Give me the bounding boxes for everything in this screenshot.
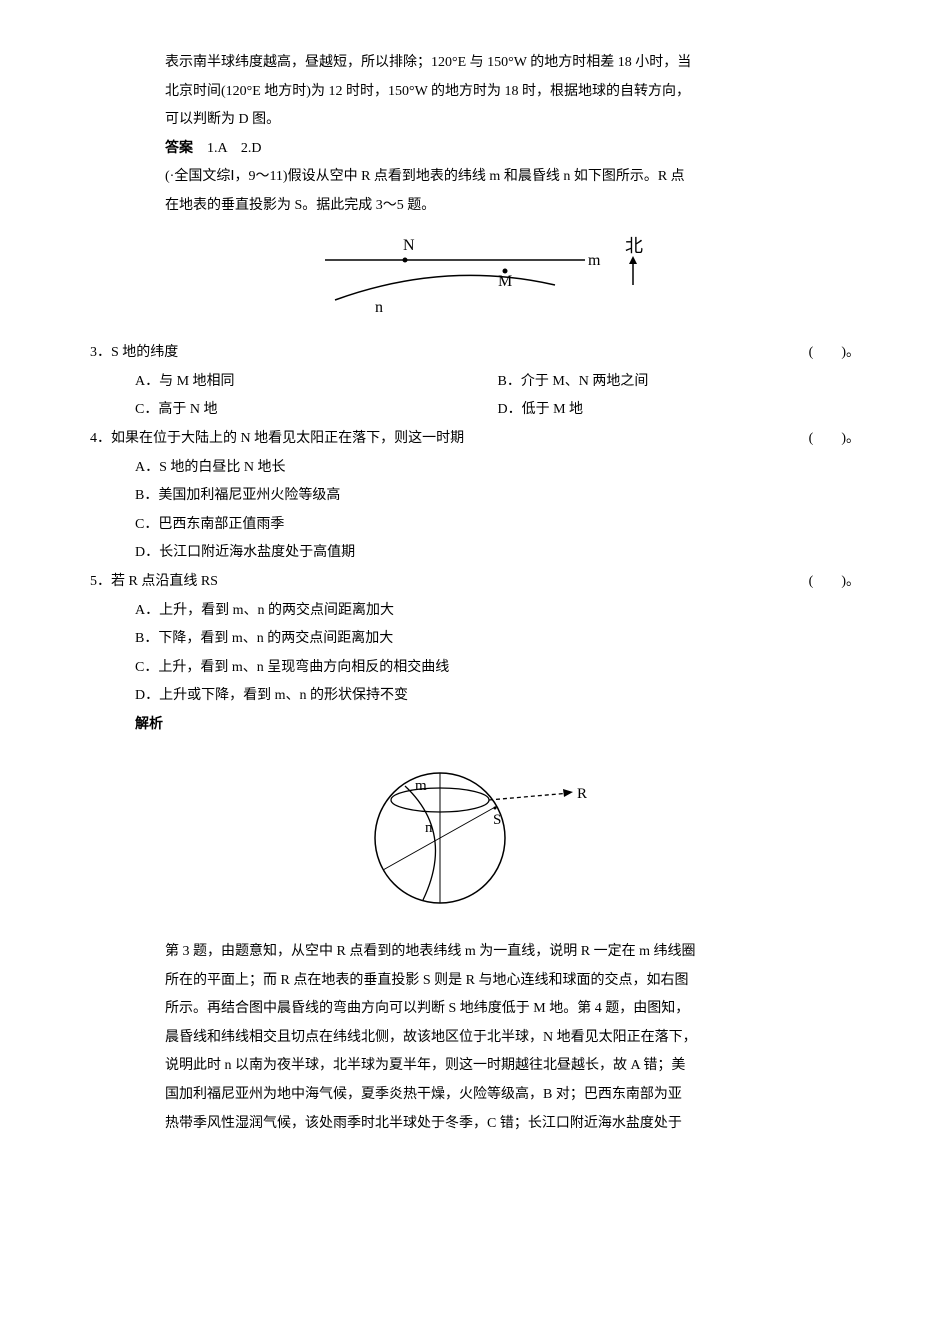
q3-row: 3．S 地的纬度 ( )。 — [90, 340, 860, 367]
intro-line3: 可以判断为 D 图。 — [90, 107, 860, 134]
passage-line1: (·全国文综Ⅰ，9～11)假设从空中 R 点看到地表的纬线 m 和晨昏线 n 如… — [90, 164, 860, 191]
svg-text:M: M — [498, 273, 512, 290]
q5-optB: B．下降，看到 m、n 的两交点间距离加大 — [90, 626, 860, 653]
q4-stem: 如果在位于大陆上的 N 地看见太阳正在落下，则这一时期 — [111, 431, 464, 446]
q5-stem: 若 R 点沿直线 RS — [111, 574, 218, 589]
q5-optD: D．上升或下降，看到 m、n 的形状保持不变 — [90, 683, 860, 710]
figure-2: m n S R — [90, 748, 860, 929]
q5-optC: C．上升，看到 m、n 呈现弯曲方向相反的相交曲线 — [90, 655, 860, 682]
svg-text:n: n — [375, 299, 383, 316]
figure1-svg: N M m n 北 — [295, 230, 655, 320]
q5-paren: ( )。 — [789, 569, 860, 596]
explain-line4: 晨昏线和纬线相交且切点在纬线北侧，故该地区位于北半球，N 地看见太阳正在落下， — [90, 1025, 860, 1052]
svg-text:S: S — [493, 812, 501, 828]
q3-opts-2: C．高于 N 地 D．低于 M 地 — [90, 397, 860, 424]
q4-paren: ( )。 — [789, 426, 860, 453]
svg-text:R: R — [577, 786, 587, 802]
q3-num: 3． — [90, 345, 111, 360]
q3-optD: D．低于 M 地 — [498, 397, 861, 424]
svg-text:m: m — [588, 252, 601, 269]
answer-text: 1.A 2.D — [193, 141, 261, 156]
svg-text:N: N — [403, 237, 415, 254]
svg-text:m: m — [415, 778, 427, 794]
q3-optA: A．与 M 地相同 — [135, 369, 498, 396]
q5-row: 5．若 R 点沿直线 RS ( )。 — [90, 569, 860, 596]
svg-text:n: n — [425, 820, 433, 836]
explain-line6: 国加利福尼亚州为地中海气候，夏季炎热干燥，火险等级高，B 对；巴西东南部为亚 — [90, 1082, 860, 1109]
q3-opts-1: A．与 M 地相同 B．介于 M、N 两地之间 — [90, 369, 860, 396]
q4-optD: D．长江口附近海水盐度处于高值期 — [90, 540, 860, 567]
figure-1: N M m n 北 — [90, 230, 860, 331]
explain-line3: 所示。再结合图中晨昏线的弯曲方向可以判断 S 地纬度低于 M 地。第 4 题，由… — [90, 996, 860, 1023]
explain-label: 解析 — [90, 712, 860, 739]
q5-optA: A．上升，看到 m、n 的两交点间距离加大 — [90, 598, 860, 625]
explain-line1: 第 3 题，由题意知，从空中 R 点看到的地表纬线 m 为一直线，说明 R 一定… — [90, 939, 860, 966]
passage-line2: 在地表的垂直投影为 S。据此完成 3～5 题。 — [90, 193, 860, 220]
q3-paren: ( )。 — [789, 340, 860, 367]
answer-label: 答案 — [165, 141, 193, 156]
q3-stem: S 地的纬度 — [111, 345, 178, 360]
q3-optB: B．介于 M、N 两地之间 — [498, 369, 861, 396]
q4-optB: B．美国加利福尼亚州火险等级高 — [90, 483, 860, 510]
explain-line5: 说明此时 n 以南为夜半球，北半球为夏半年，则这一时期越往北昼越长，故 A 错；… — [90, 1053, 860, 1080]
intro-line2: 北京时间(120°E 地方时)为 12 时时，150°W 的地方时为 18 时，… — [90, 79, 860, 106]
figure2-svg: m n S R — [345, 748, 605, 918]
answer-line: 答案 1.A 2.D — [90, 136, 860, 163]
q4-row: 4．如果在位于大陆上的 N 地看见太阳正在落下，则这一时期 ( )。 — [90, 426, 860, 453]
svg-text:北: 北 — [625, 236, 643, 256]
explain-line2: 所在的平面上；而 R 点在地表的垂直投影 S 则是 R 与地心连线和球面的交点，… — [90, 968, 860, 995]
q3-optC: C．高于 N 地 — [135, 397, 498, 424]
q5-num: 5． — [90, 574, 111, 589]
explain-line7: 热带季风性湿润气候，该处雨季时北半球处于冬季，C 错；长江口附近海水盐度处于 — [90, 1111, 860, 1138]
q4-optC: C．巴西东南部正值雨季 — [90, 512, 860, 539]
q4-num: 4． — [90, 431, 111, 446]
intro-line1: 表示南半球纬度越高，昼越短，所以排除；120°E 与 150°W 的地方时相差 … — [90, 50, 860, 77]
q4-optA: A．S 地的白昼比 N 地长 — [90, 455, 860, 482]
